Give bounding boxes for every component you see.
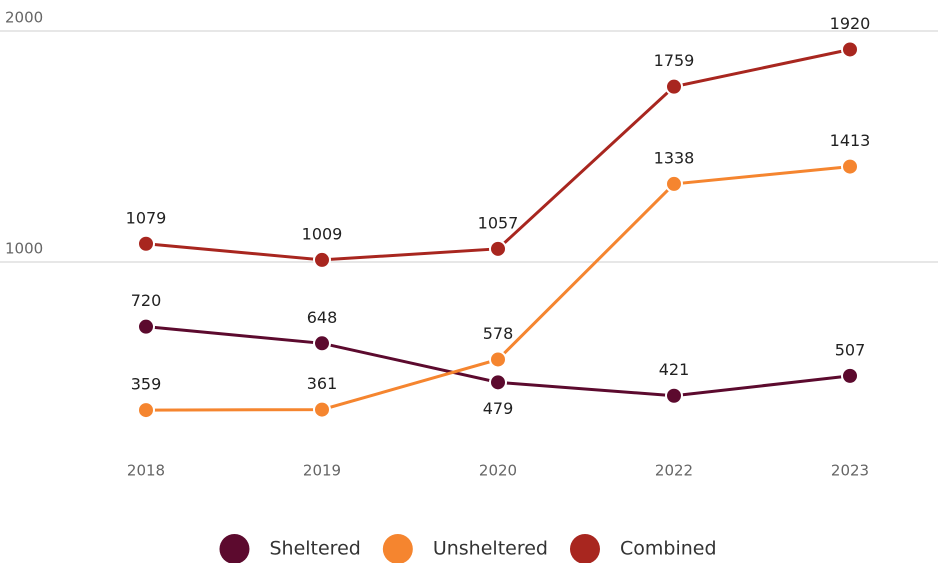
data-point xyxy=(137,401,155,420)
data-label: 1920 xyxy=(830,14,871,33)
data-point xyxy=(313,400,331,419)
x-tick-label: 2020 xyxy=(479,462,517,480)
data-label: 578 xyxy=(483,324,514,343)
data-point xyxy=(841,366,859,385)
data-label: 648 xyxy=(307,308,338,327)
data-label: 1009 xyxy=(302,224,343,243)
y-tick-label: 1000 xyxy=(5,240,43,258)
data-point xyxy=(841,40,859,59)
data-point xyxy=(665,386,683,405)
data-point xyxy=(313,250,331,269)
data-point xyxy=(489,373,507,392)
data-label: 361 xyxy=(307,374,338,393)
data-label: 359 xyxy=(131,375,162,394)
data-label: 479 xyxy=(483,399,514,418)
data-point xyxy=(665,174,683,193)
data-point xyxy=(841,157,859,176)
data-point xyxy=(489,239,507,258)
data-point xyxy=(137,317,155,336)
legend: Sheltered Unsheltered Combined xyxy=(219,534,717,563)
legend-swatch xyxy=(382,534,413,563)
x-tick-label: 2023 xyxy=(831,462,869,480)
legend-label: Unsheltered xyxy=(433,538,548,560)
data-label: 421 xyxy=(659,360,690,379)
legend-swatch xyxy=(569,534,600,563)
legend-label: Combined xyxy=(620,538,717,560)
legend-label: Sheltered xyxy=(269,538,360,560)
x-tick-label: 2019 xyxy=(303,462,341,480)
data-label: 507 xyxy=(835,340,866,359)
data-point xyxy=(665,77,683,96)
data-label: 1338 xyxy=(654,148,695,167)
data-label: 1079 xyxy=(126,208,167,227)
data-label: 1413 xyxy=(830,131,871,150)
x-tick-label: 2018 xyxy=(127,462,165,480)
data-label: 720 xyxy=(131,291,162,310)
data-point xyxy=(313,334,331,353)
y-tick-label: 2000 xyxy=(5,9,43,27)
data-label: 1759 xyxy=(654,51,695,70)
x-tick-label: 2022 xyxy=(655,462,693,480)
data-point xyxy=(489,350,507,369)
data-label: 1057 xyxy=(478,213,519,232)
data-point xyxy=(137,234,155,253)
legend-swatch xyxy=(219,534,250,563)
